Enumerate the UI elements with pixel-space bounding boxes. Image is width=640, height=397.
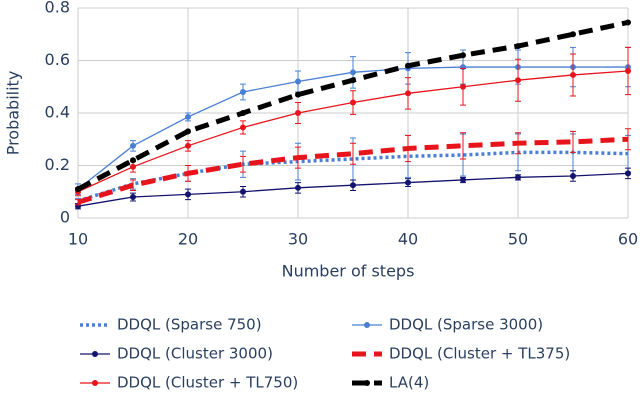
legend-marker: [92, 351, 98, 357]
legend-item: DDQL (Sparse 750): [80, 316, 262, 334]
y-tick-label: 0.8: [45, 0, 70, 17]
legend-marker: [92, 380, 98, 386]
point: [295, 91, 301, 98]
point: [130, 142, 136, 149]
point: [570, 31, 576, 38]
series: [75, 46, 631, 197]
point: [570, 173, 576, 179]
point: [75, 186, 81, 193]
point: [625, 19, 631, 26]
series: [75, 128, 631, 206]
point: [405, 179, 411, 186]
point: [295, 78, 301, 85]
point: [185, 191, 191, 198]
y-axis-label: Probability: [4, 71, 23, 156]
error-bar: [350, 142, 356, 165]
point: [350, 182, 356, 189]
point: [295, 110, 301, 116]
x-tick-label: 30: [288, 230, 308, 249]
legend-label: DDQL (Sparse 3000): [389, 316, 543, 334]
point: [405, 90, 411, 97]
x-tick-label: 50: [508, 230, 528, 249]
point: [185, 128, 191, 135]
point: [405, 62, 411, 69]
series: [75, 19, 631, 193]
series: [75, 167, 631, 210]
x-tick-label: 20: [178, 230, 198, 249]
x-tick-label: 40: [398, 230, 418, 249]
series-line: [77, 150, 629, 203]
point: [625, 170, 631, 177]
error-bar: [460, 132, 466, 160]
point: [185, 142, 191, 149]
legend-marker: [364, 380, 370, 386]
legend-marker: [364, 322, 370, 328]
y-tick-label: 0.2: [45, 155, 70, 174]
legend-label: LA(4): [389, 374, 429, 392]
point: [515, 77, 521, 84]
point: [460, 176, 466, 183]
point: [295, 184, 301, 191]
point: [130, 194, 136, 200]
legend-item: DDQL (Cluster 3000): [80, 345, 273, 363]
point: [185, 113, 191, 120]
legend-item: LA(4): [352, 374, 429, 392]
point: [570, 71, 576, 78]
point: [130, 163, 136, 170]
legend-label: DDQL (Cluster + TL375): [389, 345, 570, 363]
legend-item: DDQL (Cluster + TL375): [352, 345, 570, 363]
error-bar: [240, 155, 246, 173]
legend-label: DDQL (Cluster 3000): [117, 345, 273, 363]
y-tick-label: 0.6: [45, 50, 70, 69]
legend-item: DDQL (Sparse 3000): [352, 316, 543, 334]
point: [240, 110, 246, 116]
point: [350, 99, 356, 106]
x-axis-label: Number of steps: [282, 262, 415, 281]
point: [130, 157, 136, 164]
series-line: [77, 136, 629, 205]
point: [240, 89, 246, 95]
legend-label: DDQL (Sparse 750): [117, 316, 262, 334]
point: [350, 77, 356, 84]
point: [460, 83, 466, 90]
point: [240, 124, 246, 131]
point: [625, 68, 631, 74]
point: [515, 174, 521, 181]
x-tick-label: 60: [618, 230, 638, 249]
point: [460, 52, 466, 59]
x-tick-label: 10: [68, 230, 88, 249]
legend-item: DDQL (Cluster + TL750): [80, 374, 298, 392]
y-tick-label: 0: [60, 208, 70, 227]
y-tick-label: 0.4: [45, 103, 70, 122]
legend-label: DDQL (Cluster + TL750): [117, 374, 298, 392]
point: [240, 188, 246, 195]
error-bar: [570, 130, 576, 153]
point: [515, 43, 521, 50]
point: [350, 69, 356, 76]
